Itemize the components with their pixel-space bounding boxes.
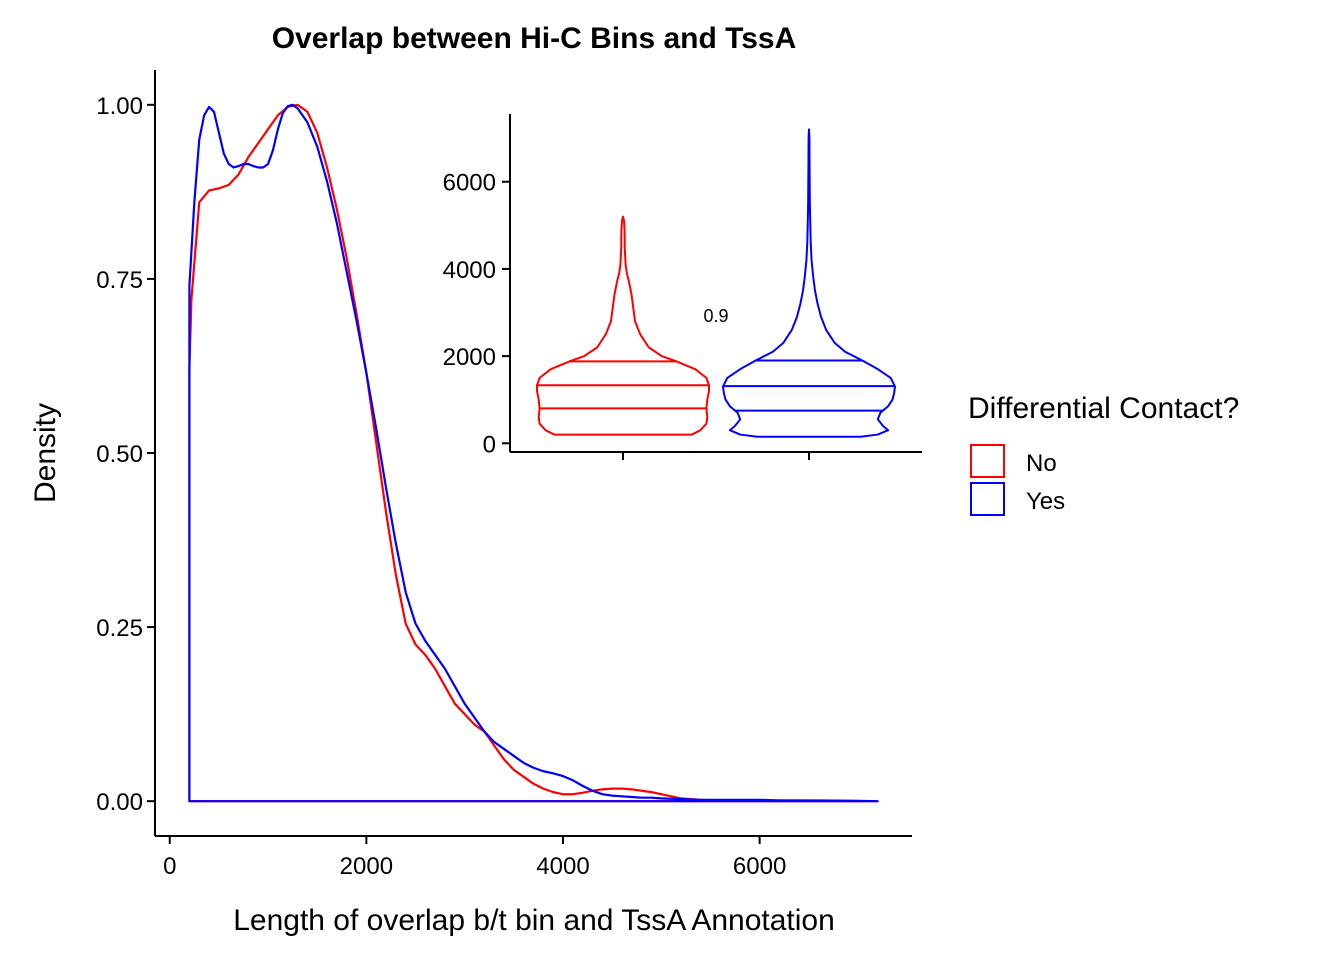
y-tick-label: 0.25 [96,615,143,642]
legend: Differential Contact? No Yes [968,392,1239,516]
y-tick-label: 0.50 [96,441,143,468]
y-tick-label: 0.00 [96,789,143,816]
inset-background [510,112,922,454]
violin-yes [722,128,896,438]
x-axis-title: Length of overlap b/t bin and TssA Annot… [233,904,835,937]
x-tick-label: 2000 [340,853,393,880]
x-tick-label: 0 [163,853,176,880]
y-tick-label: 1.00 [96,93,143,120]
legend-label: Yes [1026,488,1065,515]
legend-title: Differential Contact? [968,392,1239,425]
legend-key-yes [970,482,1005,516]
main-plot: 0 2000 4000 6000 0.00 0.25 0.50 0.75 1.00 Lengt… [29,70,912,937]
violin-no [536,215,710,436]
inset-x-ticks [622,452,810,460]
inset-y-tick-label: 0 [483,431,496,458]
main-x-ticks: 0 2000 4000 6000 [163,836,786,880]
x-tick-label: 4000 [536,853,589,880]
legend-label: No [1026,450,1057,477]
inset-y-tick-label: 2000 [443,344,496,371]
y-axis-title: Density [29,403,62,503]
violins [536,128,896,438]
violin-inset: 0 2000 4000 6000 0.9 [443,112,922,460]
y-tick-label: 0.75 [96,267,143,294]
density-lines [188,103,879,803]
density-line-yes [188,103,879,803]
density-line-no [188,103,879,803]
p-value-annotation: 0.9 [703,306,728,326]
inset-y-ticks: 0 2000 4000 6000 [443,170,510,458]
legend-key-no [970,444,1005,478]
x-tick-label: 6000 [733,853,786,880]
legend-items: No Yes [970,444,1065,516]
inset-y-tick-label: 4000 [443,257,496,284]
chart-title: Overlap between Hi-C Bins and TssA [272,22,797,55]
inset-y-tick-label: 6000 [443,170,496,197]
main-y-ticks: 0.00 0.25 0.50 0.75 1.00 [96,93,155,816]
